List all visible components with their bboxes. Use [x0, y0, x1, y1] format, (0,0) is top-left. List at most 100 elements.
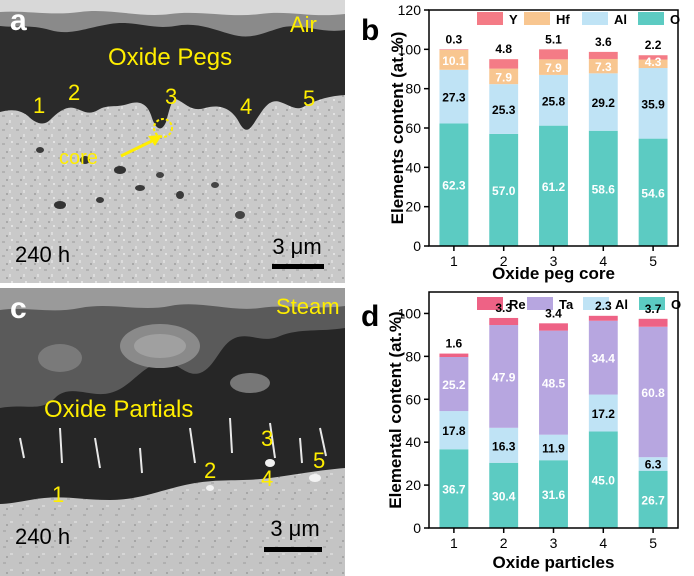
x-tick-label: 2 — [500, 535, 508, 551]
bar-segment-ta-3 — [539, 330, 568, 435]
data-label-o-2: 30.4 — [492, 489, 516, 503]
chart-d: d Re Ta Al O36.717.825.21.630.416.347.93.331… — [361, 291, 681, 572]
bar-segment-al-5 — [638, 457, 668, 471]
bar-segment-ta-5 — [638, 326, 668, 458]
data-label-re-1: 1.6 — [446, 337, 463, 351]
bar-segment-re-2 — [489, 317, 519, 326]
data-label-hf-5: 4.3 — [645, 55, 662, 69]
core-label: core — [59, 147, 98, 169]
bar-segment-y-4 — [588, 51, 618, 59]
data-label-al-3: 25.8 — [542, 94, 566, 108]
x-tick-label: 1 — [450, 535, 458, 551]
legend-swatch-ta — [527, 297, 553, 310]
legend-label-y: Y — [509, 12, 518, 27]
x-tick-label: 3 — [550, 253, 558, 269]
data-label-y-2: 4.8 — [495, 42, 512, 56]
y-tick-label: 100 — [398, 305, 422, 321]
data-label-hf-4: 7.3 — [595, 60, 612, 74]
bar-segment-y-3 — [539, 49, 568, 60]
bar-segment-al-4 — [588, 394, 618, 432]
x-tick-label: 2 — [500, 253, 508, 269]
x-axis-title: Oxide peg core — [492, 264, 615, 283]
bar-segment-hf-3 — [539, 59, 568, 75]
bar-segment-o-1 — [439, 449, 469, 528]
data-label-ta-1: 25.2 — [442, 378, 466, 392]
panel-label-d: d — [361, 300, 379, 333]
bar-segment-re-3 — [539, 323, 568, 331]
data-label-al-3: 11.9 — [542, 441, 565, 455]
marker-c-4: 4 — [261, 466, 274, 491]
legend-label-re: Re — [509, 297, 526, 312]
y-tick-label: 80 — [405, 81, 421, 97]
data-label-y-5: 2.2 — [645, 38, 662, 52]
bars: 36.7 17.8 25.2 1.6 30.4 16.3 47.9 3.3 31.6 11.9 48… — [439, 299, 668, 528]
data-label-o-3: 31.6 — [542, 488, 566, 502]
x-axis: 1 2 3 4 5 — [450, 528, 657, 551]
bar-segment-al-3 — [539, 74, 568, 126]
bar-segment-o-5 — [638, 470, 668, 528]
x-axis-title: Oxide particles — [493, 553, 615, 572]
marker-c-5: 5 — [313, 448, 326, 473]
y-tick-label: 0 — [413, 520, 421, 536]
marker-a-4: 4 — [240, 94, 253, 119]
bar-segment-o-4 — [588, 130, 618, 246]
bar-segment-re-1 — [439, 353, 469, 358]
bar-segment-o-2 — [489, 462, 519, 528]
data-label-al-5: 35.9 — [641, 97, 665, 111]
x-tick-label: 5 — [649, 535, 657, 551]
core-arrow — [120, 135, 162, 158]
bars: 62.3 27.3 10.1 0.3 57.0 25.3 7.9 4.8 61.2 25.8 7.9… — [439, 32, 668, 246]
data-label-o-5: 54.6 — [641, 186, 665, 200]
y-axis-title: Elemental content (at.%) — [386, 311, 405, 508]
sem-image-c — [0, 288, 345, 576]
y-tick-label: 20 — [405, 477, 421, 493]
x-tick-label: 5 — [649, 253, 657, 269]
marker-a-2: 2 — [68, 80, 81, 105]
data-label-al-2: 16.3 — [492, 439, 516, 453]
marker-c-3: 3 — [261, 426, 274, 451]
data-label-ta-4: 34.4 — [592, 352, 616, 366]
marker-c-1: 1 — [52, 482, 65, 507]
y-tick-label: 60 — [405, 391, 421, 407]
data-label-al-2: 25.3 — [492, 103, 516, 117]
data-label-y-4: 3.6 — [595, 35, 612, 49]
marker-c-2: 2 — [204, 458, 217, 483]
bar-segment-o-1 — [439, 123, 469, 246]
y-axis: 0 20 40 60 80 100 120 — [398, 2, 429, 254]
scale-label-a: 3 μm — [272, 234, 322, 259]
data-label-y-3: 5.1 — [545, 32, 562, 46]
scale-label-c: 3 μm — [270, 516, 320, 541]
data-label-y-1: 0.3 — [446, 32, 463, 46]
bar-segment-y-1 — [439, 49, 469, 50]
data-label-ta-5: 60.8 — [641, 386, 665, 400]
bar-segment-ta-2 — [489, 325, 519, 428]
bar-segment-re-5 — [638, 318, 668, 327]
ambient-label-c: Steam — [276, 294, 340, 319]
legend-swatch-o — [638, 12, 664, 25]
data-label-o-1: 62.3 — [442, 179, 466, 193]
bar-segment-al-1 — [439, 69, 469, 124]
x-tick-label: 4 — [599, 253, 607, 269]
bar-segment-o-5 — [638, 138, 668, 246]
data-label-re-4: 2.3 — [595, 299, 612, 313]
x-tick-label: 1 — [450, 253, 458, 269]
bar-segment-hf-2 — [489, 68, 519, 85]
panel-label-b: b — [361, 14, 379, 47]
bar-segment-y-2 — [489, 59, 519, 69]
bar-segment-hf-1 — [439, 49, 469, 70]
legend-label-o: O — [670, 12, 680, 27]
scale-bar-c — [264, 547, 322, 552]
bar-segment-hf-5 — [638, 59, 668, 69]
data-label-ta-2: 47.9 — [492, 370, 516, 384]
legend-swatch-y — [477, 12, 503, 25]
legend-swatch-al — [583, 297, 609, 310]
marker-a-1: 1 — [33, 93, 46, 118]
y-tick-label: 80 — [405, 348, 421, 364]
title-label-a: Oxide Pegs — [108, 44, 233, 71]
bar-segment-al-3 — [539, 434, 568, 461]
marker-a-5: 5 — [303, 86, 316, 111]
data-label-hf-2: 7.9 — [495, 70, 512, 84]
bar-segment-y-5 — [638, 55, 668, 60]
panel-label-a: a — [10, 4, 27, 37]
y-tick-label: 20 — [405, 199, 421, 215]
